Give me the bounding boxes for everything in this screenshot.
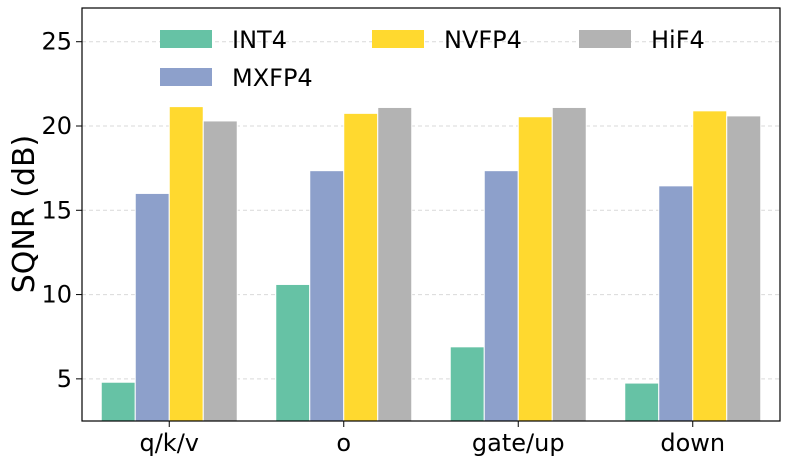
bar-mxfp4-2 (483, 170, 519, 422)
bar-hif4-3 (726, 115, 762, 422)
bar-nvfp4-0 (168, 106, 204, 422)
bar-int4-2 (449, 346, 485, 422)
bar-mxfp4-1 (309, 170, 345, 422)
legend: INT4 NVFP4 HiF4 MXFP4 (160, 26, 705, 92)
legend-label-mxfp4: MXFP4 (232, 64, 313, 92)
bar-nvfp4-1 (343, 112, 379, 422)
x-tick-label: o (336, 429, 351, 457)
y-axis-label: SQNR (dB) (7, 135, 42, 294)
legend-swatch-nvfp4 (372, 30, 424, 48)
y-axis-ticks: 5 10 15 20 25 (41, 28, 82, 393)
bars (100, 106, 762, 422)
legend-label-nvfp4: NVFP4 (444, 26, 522, 54)
bar-hif4-2 (551, 106, 587, 422)
bar-int4-1 (275, 283, 311, 422)
legend-label-int4: INT4 (232, 26, 287, 54)
bar-hif4-1 (377, 106, 413, 422)
y-tick-label: 10 (41, 281, 72, 309)
y-tick-label: 15 (41, 196, 72, 224)
plot-area-frame (81, 7, 781, 422)
legend-label-hif4: HiF4 (651, 26, 705, 54)
legend-swatch-mxfp4 (160, 68, 212, 86)
x-axis-ticks: q/k/v o gate/up down (139, 421, 725, 457)
x-tick-label: q/k/v (139, 429, 199, 457)
x-tick-label: gate/up (472, 429, 565, 457)
bar-int4-3 (624, 382, 660, 422)
legend-swatch-int4 (160, 30, 212, 48)
bar-mxfp4-3 (658, 185, 694, 422)
bar-nvfp4-2 (517, 116, 553, 422)
y-tick-label: 20 (41, 112, 72, 140)
legend-swatch-hif4 (579, 30, 631, 48)
y-tick-label: 25 (41, 28, 72, 56)
x-tick-label: down (660, 429, 725, 457)
bar-hif4-0 (202, 120, 238, 422)
bar-nvfp4-3 (692, 110, 728, 422)
y-tick-label: 5 (57, 365, 72, 393)
bar-int4-0 (100, 381, 136, 422)
bar-mxfp4-0 (134, 192, 170, 422)
